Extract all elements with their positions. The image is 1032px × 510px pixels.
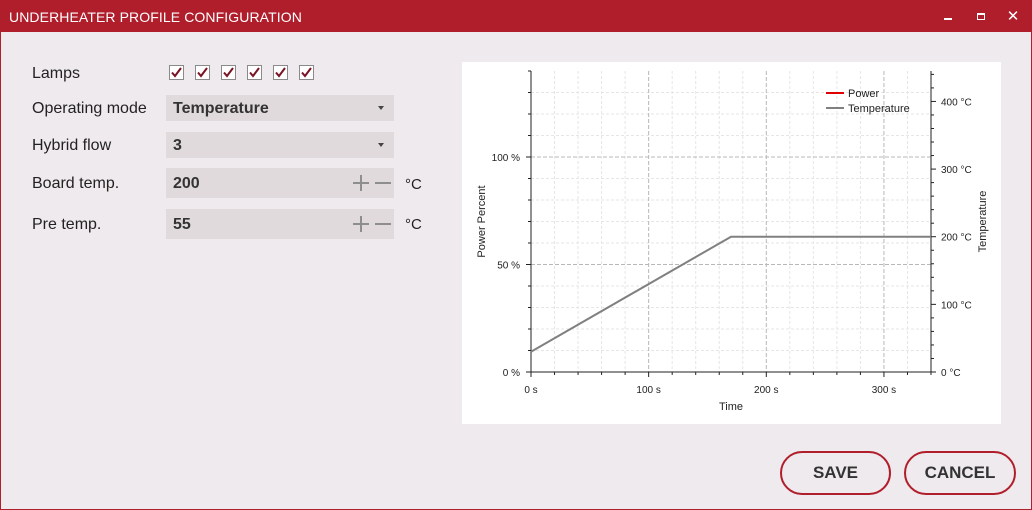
close-button[interactable]: ✕ xyxy=(1003,7,1023,25)
chevron-down-icon xyxy=(378,106,384,110)
x-tick-label: 100 s xyxy=(636,385,660,396)
x-tick-label: 300 s xyxy=(872,385,896,396)
legend-label-power: Power xyxy=(848,88,880,100)
y-right-axis-title: Temperature xyxy=(977,191,989,253)
minimize-icon xyxy=(944,17,952,20)
decrement-icon[interactable] xyxy=(375,175,391,191)
pre-temp-label: Pre temp. xyxy=(32,216,102,233)
y-right-tick-label: 200 °C xyxy=(941,233,972,244)
checkmark-icon xyxy=(301,67,312,78)
checkmark-icon xyxy=(223,67,234,78)
checkmark-icon xyxy=(197,67,208,78)
y-right-tick-label: 0 °C xyxy=(941,368,961,379)
profile-chart-svg: 0 s 100 s 200 s 300 s 0 % 50 % 100 % 0 °C 100 °C… xyxy=(476,70,989,413)
legend-label-temperature: Temperature xyxy=(848,103,910,115)
lamps-label: Lamps xyxy=(32,65,81,82)
title-bar[interactable]: UNDERHEATER PROFILE CONFIGURATION ✕ xyxy=(1,1,1031,32)
x-axis-title: Time xyxy=(719,401,743,413)
lamp-checkbox-4[interactable] xyxy=(247,65,262,80)
increment-icon[interactable] xyxy=(353,216,369,232)
lamp-checkbox-3[interactable] xyxy=(221,65,236,80)
maximize-icon xyxy=(977,12,985,20)
chevron-down-icon xyxy=(378,143,384,147)
operating-mode-select[interactable]: Temperature xyxy=(166,95,394,121)
lamp-checkbox-2[interactable] xyxy=(195,65,210,80)
board-temp-value: 200 xyxy=(173,175,200,192)
close-icon: ✕ xyxy=(1006,6,1020,25)
decrement-icon[interactable] xyxy=(375,216,391,232)
operating-mode-label: Operating mode xyxy=(32,100,147,117)
y-left-tick-label: 100 % xyxy=(492,153,520,164)
lamp-checkbox-6[interactable] xyxy=(299,65,314,80)
board-temp-label: Board temp. xyxy=(32,175,120,192)
checkmark-icon xyxy=(275,67,286,78)
lamp-checkbox-5[interactable] xyxy=(273,65,288,80)
increment-icon[interactable] xyxy=(353,175,369,191)
maximize-button[interactable] xyxy=(971,7,991,25)
lamp-checkbox-1[interactable] xyxy=(169,65,184,80)
x-tick-label: 0 s xyxy=(524,385,537,396)
checkmark-icon xyxy=(171,67,182,78)
hybrid-flow-value: 3 xyxy=(173,137,182,154)
y-right-tick-label: 100 °C xyxy=(941,300,972,311)
pre-temp-input[interactable]: 55 xyxy=(166,209,394,239)
y-left-tick-label: 0 % xyxy=(503,368,520,379)
pre-temp-value: 55 xyxy=(173,216,191,233)
y-right-tick-label: 300 °C xyxy=(941,165,972,176)
profile-chart: 0 s 100 s 200 s 300 s 0 % 50 % 100 % 0 °C 100 °C… xyxy=(462,62,1001,424)
operating-mode-value: Temperature xyxy=(173,100,269,117)
save-button[interactable]: SAVE xyxy=(780,451,891,495)
pre-temp-unit: °C xyxy=(405,216,422,233)
board-temp-input[interactable]: 200 xyxy=(166,168,394,198)
window-title: UNDERHEATER PROFILE CONFIGURATION xyxy=(9,9,302,25)
y-left-axis-title: Power Percent xyxy=(476,185,488,257)
checkmark-icon xyxy=(249,67,260,78)
y-right-tick-label: 400 °C xyxy=(941,97,972,108)
y-left-tick-label: 50 % xyxy=(497,261,520,272)
series-line-temperature xyxy=(530,235,931,353)
cancel-button[interactable]: CANCEL xyxy=(904,451,1016,495)
minimize-button[interactable] xyxy=(938,7,958,25)
hybrid-flow-label: Hybrid flow xyxy=(32,137,112,154)
x-tick-label: 200 s xyxy=(754,385,778,396)
board-temp-unit: °C xyxy=(405,176,422,193)
hybrid-flow-select[interactable]: 3 xyxy=(166,132,394,158)
